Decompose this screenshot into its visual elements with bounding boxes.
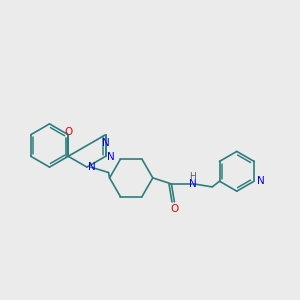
Text: N: N bbox=[188, 179, 196, 189]
Text: N: N bbox=[88, 161, 96, 172]
Text: N: N bbox=[257, 176, 265, 186]
Text: H: H bbox=[189, 172, 196, 181]
Text: N: N bbox=[107, 152, 115, 162]
Text: O: O bbox=[64, 127, 72, 136]
Text: O: O bbox=[171, 204, 179, 214]
Text: N: N bbox=[102, 138, 110, 148]
